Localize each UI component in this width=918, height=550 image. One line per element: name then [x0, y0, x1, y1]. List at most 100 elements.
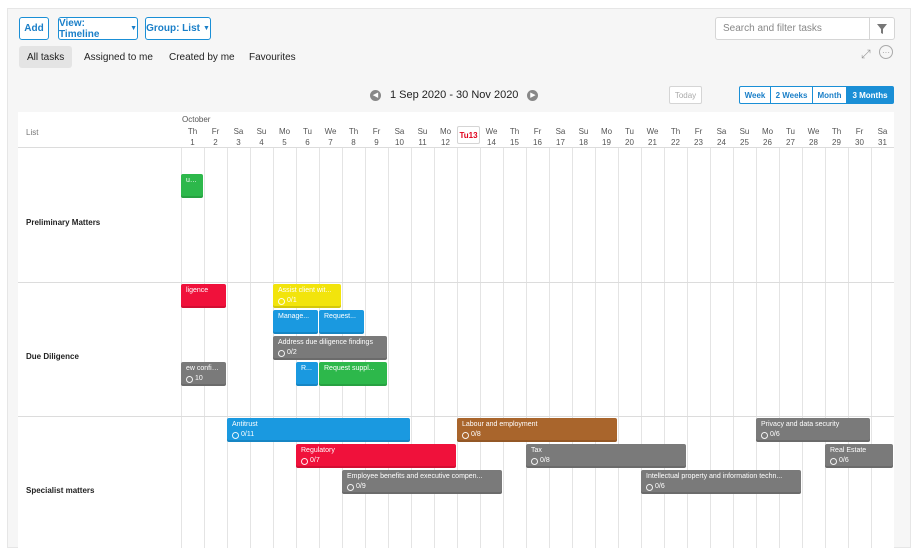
- group-dropdown-button[interactable]: Group: List ▼: [145, 17, 211, 40]
- chevron-down-icon: ▼: [130, 25, 137, 32]
- day-number: 4: [259, 138, 264, 147]
- task-bar[interactable]: usiv...: [181, 174, 203, 198]
- task-bar[interactable]: Request suppl...: [319, 362, 387, 386]
- task-bar[interactable]: Intellectual property and information te…: [641, 470, 801, 494]
- task-count-label: 0/9: [356, 483, 366, 490]
- day-of-week: Th: [831, 127, 842, 136]
- day-number: 28: [809, 138, 818, 147]
- day-number: 24: [717, 138, 726, 147]
- task-bar[interactable]: Assist client wit... 0/1: [273, 284, 341, 308]
- tab-all-tasks[interactable]: All tasks: [19, 46, 73, 68]
- task-bar[interactable]: Real Estate 0/6: [825, 444, 893, 468]
- day-column-line: [756, 148, 757, 548]
- range-2-weeks-button[interactable]: 2 Weeks: [771, 86, 813, 104]
- task-bar[interactable]: ew confide... 10: [181, 362, 226, 386]
- group-label: Due Diligence: [26, 352, 79, 361]
- day-of-week: Su: [578, 127, 589, 136]
- prev-arrow-icon[interactable]: ◀: [370, 89, 381, 101]
- range-3-months-button[interactable]: 3 Months: [847, 86, 894, 104]
- day-number: 8: [351, 138, 356, 147]
- day-number: 19: [602, 138, 611, 147]
- day-column-line: [871, 148, 872, 548]
- day-header: Th 22: [664, 126, 687, 148]
- day-number: 20: [625, 138, 634, 147]
- range-month-button[interactable]: Month: [813, 86, 847, 104]
- tab-label: Favourites: [249, 51, 296, 63]
- day-of-week: Th: [187, 127, 198, 136]
- add-button[interactable]: Add: [19, 17, 49, 40]
- day-of-week: Fr: [855, 127, 864, 136]
- day-header: We 28: [802, 126, 825, 148]
- day-header: Fr 2: [204, 126, 227, 148]
- task-bar[interactable]: ligence: [181, 284, 226, 308]
- task-count-label: 0/8: [540, 457, 550, 464]
- task-title: Regulatory: [301, 447, 335, 454]
- task-subtask-count: 10: [186, 374, 221, 384]
- day-number: 12: [441, 138, 450, 147]
- add-button-label: Add: [24, 23, 44, 34]
- today-button[interactable]: Today: [669, 86, 702, 104]
- day-column-line: [204, 148, 205, 548]
- tab-created-by-me[interactable]: Created by me: [161, 46, 243, 68]
- task-title: Address due diligence findings: [278, 339, 373, 346]
- task-count-label: 0/6: [839, 457, 849, 464]
- day-header: Su 4: [250, 126, 273, 148]
- task-subtask-count: 0/2: [278, 348, 382, 358]
- day-column-line: [503, 148, 504, 548]
- filter-button[interactable]: [869, 17, 895, 40]
- task-count-label: 0/11: [241, 431, 255, 438]
- view-dropdown-button[interactable]: View: Timeline ▼: [58, 17, 138, 40]
- day-column-line: [779, 148, 780, 548]
- task-bar[interactable]: Antitrust 0/11: [227, 418, 410, 442]
- day-header: We 7: [319, 126, 342, 148]
- task-bar[interactable]: Regulatory 0/7: [296, 444, 456, 468]
- task-subtask-count: 0/6: [761, 430, 865, 440]
- search-input[interactable]: [715, 17, 869, 40]
- day-number: 23: [694, 138, 703, 147]
- day-number: 2: [213, 138, 218, 147]
- tab-assigned-to-me[interactable]: Assigned to me: [76, 46, 161, 68]
- day-column-line: [480, 148, 481, 548]
- day-number: 30: [855, 138, 864, 147]
- day-number: 13: [468, 130, 478, 140]
- task-bar[interactable]: Manage...: [273, 310, 318, 334]
- check-circle-icon: [301, 457, 308, 465]
- day-of-week: Fr: [694, 127, 703, 136]
- day-column-line: [595, 148, 596, 548]
- day-of-week: Mo: [278, 127, 291, 136]
- task-title: usiv...: [186, 177, 198, 184]
- next-arrow-icon[interactable]: ▶: [527, 89, 539, 101]
- task-title: Antitrust: [232, 421, 258, 428]
- day-number: 1: [190, 138, 195, 147]
- task-bar[interactable]: Tax 0/8: [526, 444, 686, 468]
- day-header: We 14: [480, 126, 503, 148]
- task-bar[interactable]: Address due diligence findings 0/2: [273, 336, 387, 360]
- day-column-line: [572, 148, 573, 548]
- task-count-label: 0/8: [471, 431, 481, 438]
- day-number: 3: [236, 138, 241, 147]
- day-header: Sa 17: [549, 126, 572, 148]
- task-title: Real Estate: [830, 447, 867, 454]
- day-column-line: [710, 148, 711, 548]
- task-bar[interactable]: Employee benefits and executive compen..…: [342, 470, 502, 494]
- task-bar[interactable]: Privacy and data security 0/6: [756, 418, 870, 442]
- task-subtask-count: 0/8: [531, 456, 681, 466]
- day-column-line: [641, 148, 642, 548]
- timeline-grid: List October Th 1 Fr 2 Sa 3 Su 4 Mo 5 Tu 6 We 7 Th 8 Fr 9…: [18, 112, 894, 548]
- day-header: Su 11: [411, 126, 434, 148]
- day-number: 21: [648, 138, 657, 147]
- task-bar[interactable]: Request...: [319, 310, 364, 334]
- expand-icon[interactable]: ⤢: [861, 47, 871, 61]
- group-divider: [18, 282, 894, 283]
- task-title: Assist client wit...: [278, 287, 332, 294]
- task-bar[interactable]: R...: [296, 362, 318, 386]
- check-circle-icon: [761, 431, 768, 439]
- more-options-icon[interactable]: ···: [879, 45, 893, 59]
- day-column-line: [388, 148, 389, 548]
- day-header: Fr 9: [365, 126, 388, 148]
- range-week-button[interactable]: Week: [739, 86, 771, 104]
- task-bar[interactable]: Labour and employment 0/8: [457, 418, 617, 442]
- tab-label: Created by me: [169, 51, 235, 63]
- tab-favourites[interactable]: Favourites: [241, 46, 304, 68]
- day-column-line: [457, 148, 458, 548]
